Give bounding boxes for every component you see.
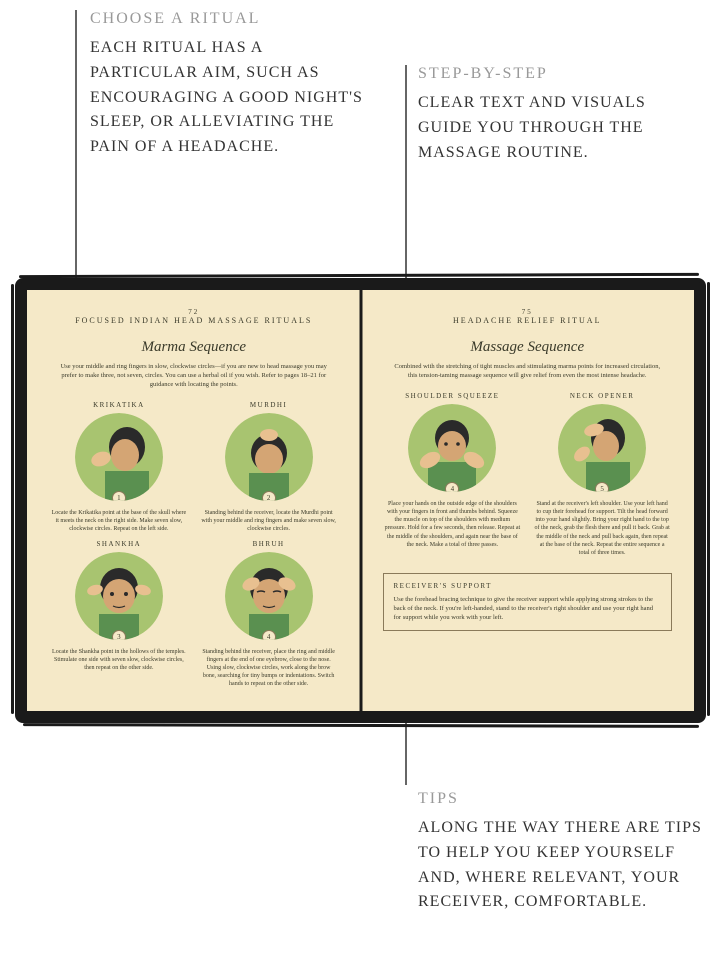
right-page: 75 HEADACHE RELIEF RITUAL Massage Sequen…: [361, 290, 695, 711]
book-sketch-stroke: [23, 723, 699, 728]
step-label: SHANKHA: [49, 540, 189, 548]
book: 72 FOCUSED INDIAN HEAD MASSAGE RITUALS M…: [15, 278, 706, 723]
step-caption: Locate the Shankha point in the hollows …: [49, 644, 189, 672]
step-number: 4: [445, 482, 459, 492]
step-number: 4: [262, 630, 276, 640]
left-section-title: Marma Sequence: [49, 339, 339, 356]
callout-choose: CHOOSE A RITUAL EACH RITUAL HAS A PARTIC…: [90, 10, 370, 160]
step-illustration: 5: [558, 404, 646, 492]
massage-icon: [75, 413, 163, 501]
step-number: 1: [112, 491, 126, 501]
step-illustration: 4: [225, 552, 313, 640]
step-bhruh: BHRUH: [199, 540, 339, 688]
book-sketch-stroke: [707, 282, 710, 716]
step-krikatika: KRIKATIKA 1 Locate the Krikatika: [49, 401, 189, 533]
callout-tips-body: ALONG THE WAY THERE ARE TIPS TO HELP YOU…: [418, 816, 708, 915]
left-page: 72 FOCUSED INDIAN HEAD MASSAGE RITUALS M…: [27, 290, 361, 711]
tip-title: RECEIVER'S SUPPORT: [394, 582, 662, 592]
right-steps-grid: SHOULDER SQUEEZE: [383, 392, 673, 557]
book-border: 72 FOCUSED INDIAN HEAD MASSAGE RITUALS M…: [15, 278, 706, 723]
step-label: MURDHI: [199, 401, 339, 409]
right-section-title: Massage Sequence: [383, 339, 673, 356]
step-murdhi: MURDHI 2 Standing behind the rece: [199, 401, 339, 533]
callout-choose-heading: CHOOSE A RITUAL: [90, 10, 370, 28]
step-shankha: SHANKHA: [49, 540, 189, 688]
step-number: 5: [595, 482, 609, 492]
book-pages: 72 FOCUSED INDIAN HEAD MASSAGE RITUALS M…: [27, 290, 694, 711]
right-page-number: 75: [383, 308, 673, 316]
tip-body: Use the forehead bracing technique to gi…: [394, 595, 662, 622]
massage-icon: [225, 413, 313, 501]
step-illustration: 3: [75, 552, 163, 640]
book-spine: [359, 290, 362, 711]
callout-tips-heading: TIPS: [418, 790, 708, 808]
callout-step-heading: STEP-BY-STEP: [418, 65, 678, 83]
step-caption: Standing behind the receiver, place the …: [199, 644, 339, 688]
left-section-intro: Use your middle and ring fingers in slow…: [59, 362, 329, 389]
tip-box: RECEIVER'S SUPPORT Use the forehead brac…: [383, 573, 673, 631]
callout-step: STEP-BY-STEP CLEAR TEXT AND VISUALS GUID…: [418, 65, 678, 165]
step-label: KRIKATIKA: [49, 401, 189, 409]
step-caption: Locate the Krikatika point at the base o…: [49, 505, 189, 533]
step-caption: Standing behind the receiver, locate the…: [199, 505, 339, 533]
right-page-title: HEADACHE RELIEF RITUAL: [383, 316, 673, 325]
massage-icon: [225, 552, 313, 640]
step-label: BHRUH: [199, 540, 339, 548]
step-illustration: 2: [225, 413, 313, 501]
callout-choose-line: [75, 10, 77, 300]
step-label: SHOULDER SQUEEZE: [383, 392, 523, 400]
step-illustration: 4: [408, 404, 496, 492]
callout-choose-body: EACH RITUAL HAS A PARTICULAR AIM, SUCH A…: [90, 36, 370, 160]
step-number: 3: [112, 630, 126, 640]
left-page-title: FOCUSED INDIAN HEAD MASSAGE RITUALS: [49, 316, 339, 325]
step-number: 2: [262, 491, 276, 501]
callout-tips: TIPS ALONG THE WAY THERE ARE TIPS TO HEL…: [418, 790, 708, 915]
right-section-intro: Combined with the stretching of tight mu…: [393, 362, 663, 380]
step-caption: Place your hands on the outside edge of …: [383, 496, 523, 549]
step-caption: Stand at the receiver's left shoulder. U…: [532, 496, 672, 557]
step-label: NECK OPENER: [532, 392, 672, 400]
book-sketch-stroke: [11, 284, 14, 714]
massage-icon: [558, 404, 646, 492]
step-neck-opener: NECK OPENER 5 St: [532, 392, 672, 557]
left-page-number: 72: [49, 308, 339, 316]
massage-icon: [408, 404, 496, 492]
step-shoulder-squeeze: SHOULDER SQUEEZE: [383, 392, 523, 557]
massage-icon: [75, 552, 163, 640]
callout-step-body: CLEAR TEXT AND VISUALS GUIDE YOU THROUGH…: [418, 91, 678, 165]
left-steps-grid: KRIKATIKA 1 Locate the Krikatika: [49, 401, 339, 688]
step-illustration: 1: [75, 413, 163, 501]
